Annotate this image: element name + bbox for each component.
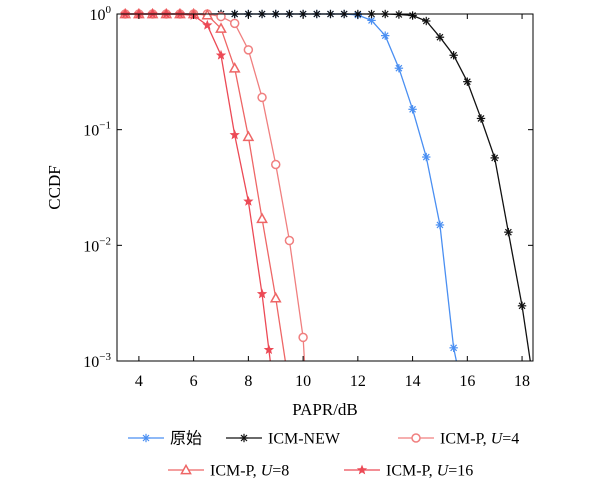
series-1-point-28 (504, 227, 513, 237)
series-1-point-22 (422, 16, 431, 26)
plot-frame (116, 13, 534, 362)
x-tick-label-4: 12 (350, 373, 366, 390)
legend-marker-0 (141, 433, 151, 443)
series-1 (121, 9, 531, 361)
series-1-point-23 (435, 33, 445, 42)
series-4-line (125, 13, 271, 361)
series-0-point-19 (381, 31, 390, 40)
series-3-point-9 (242, 130, 255, 142)
series-4-point-11 (263, 344, 275, 355)
legend-item-3: ICM-P, U=8 (168, 463, 289, 480)
y-tick-label-1: 10−1 (83, 120, 111, 140)
legend-marker-4 (356, 464, 368, 475)
series-2-point-10 (257, 92, 267, 103)
series-4 (120, 8, 275, 361)
x-tick-label-3: 10 (295, 373, 311, 390)
legend: 原始 ICM-NEW ICM-P, U=4 ICM-P, U=8 ICM-P, U=16 (128, 430, 519, 480)
series-2 (120, 9, 308, 361)
series-1-point-24 (449, 51, 458, 60)
series-3-point-7 (215, 22, 227, 33)
series-2-point-7 (216, 11, 226, 22)
legend-item-4: ICM-P, U=16 (344, 463, 473, 480)
series-4-point-9 (243, 195, 254, 206)
series-1-point-27 (490, 153, 499, 163)
x-tick-label-6: 16 (459, 373, 475, 390)
x-axis-label: PAPR/dB (292, 400, 358, 419)
series-0-line (125, 13, 458, 361)
x-tick-label-2: 8 (244, 373, 252, 390)
legend-label-1: ICM-NEW (268, 431, 341, 448)
series-0-point-24 (449, 343, 458, 353)
series-1-point-26 (476, 114, 486, 123)
x-tick-label-7: 18 (514, 373, 530, 390)
legend-item-1: ICM-NEW (226, 431, 341, 448)
legend-marker-3 (180, 463, 192, 475)
series-2-point-13 (298, 332, 308, 343)
series-4-point-7 (215, 49, 227, 60)
legend-label-4: ICM-P, U=16 (386, 463, 473, 480)
legend-marker-2 (411, 433, 421, 443)
series-3 (119, 8, 286, 361)
series-4-point-8 (229, 129, 240, 140)
x-tick-label-5: 14 (405, 373, 421, 390)
series-3-point-6 (201, 8, 214, 20)
series-0-point-21 (408, 105, 417, 114)
series-4-point-6 (202, 19, 213, 30)
series-0-point-23 (435, 220, 445, 230)
y-axis-label: CCDF (45, 165, 64, 209)
series-1-point-25 (463, 77, 472, 86)
legend-item-2: ICM-P, U=4 (398, 431, 519, 448)
series-2-point-8 (229, 18, 240, 29)
series-1-point-20 (394, 10, 404, 19)
series-0-point-20 (394, 63, 404, 73)
series-1-line (125, 13, 531, 361)
series-3-point-11 (269, 291, 282, 303)
x-tick-label-0: 4 (135, 373, 143, 390)
legend-label-3: ICM-P, U=8 (210, 463, 289, 480)
series-2-point-11 (270, 159, 281, 170)
series-4-point-10 (256, 288, 268, 299)
legend-label-0: 原始 (170, 430, 202, 448)
series-3-line (125, 13, 286, 361)
series-2-point-9 (243, 45, 254, 55)
legend-item-0: 原始 (128, 430, 202, 448)
series-0-point-22 (422, 152, 431, 162)
legend-label-2: ICM-P, U=4 (440, 431, 519, 448)
series-1-point-29 (517, 301, 527, 311)
y-tick-label-3: 10−3 (83, 351, 111, 371)
series-2-point-12 (284, 235, 295, 246)
x-tick-label-1: 6 (190, 373, 198, 390)
legend-marker-1 (239, 433, 249, 443)
y-tick-label-0: 100 (90, 4, 112, 24)
series-0 (121, 9, 458, 361)
series-3-point-10 (256, 212, 268, 224)
y-tick-label-2: 10−2 (83, 235, 111, 255)
series-3-point-8 (228, 62, 241, 73)
